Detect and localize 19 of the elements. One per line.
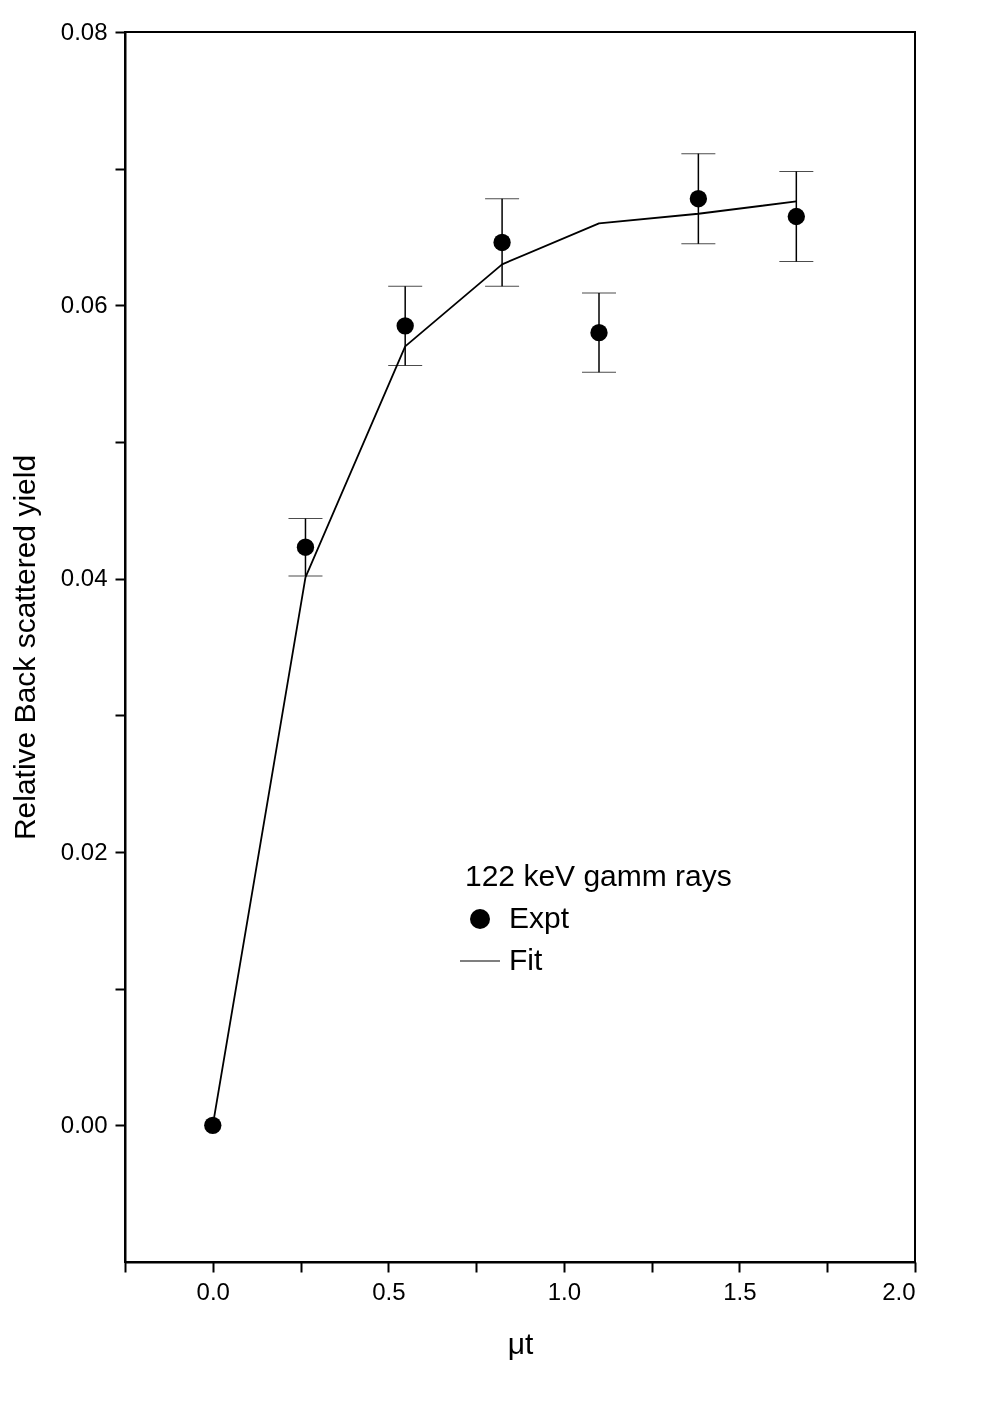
point — [689, 190, 708, 208]
legend-title: 122 keV gamm rays — [465, 859, 732, 892]
y-tick-label: 0.00 — [60, 1110, 108, 1138]
legend-label: Expt — [509, 901, 570, 934]
x-axis-title: μt — [507, 1326, 534, 1360]
x-tick-label: 1.5 — [723, 1277, 757, 1305]
y-tick-label: 0.08 — [60, 17, 108, 45]
y-axis-title: Relative Back scattered yield — [7, 454, 41, 841]
point — [787, 207, 805, 226]
y-tick-label: 0.04 — [60, 564, 108, 592]
x-tick-label: 2.0 — [882, 1277, 916, 1305]
x-tick-label: 1.0 — [547, 1277, 582, 1305]
x-tick-label: 0.5 — [372, 1277, 406, 1305]
legend-label: Fit — [509, 943, 543, 976]
x-tick-label: 0.0 — [196, 1277, 230, 1305]
y-tick-label: 0.06 — [60, 290, 108, 318]
point — [204, 1116, 222, 1134]
point — [296, 538, 315, 556]
y-tick-label: 0.02 — [60, 837, 108, 865]
